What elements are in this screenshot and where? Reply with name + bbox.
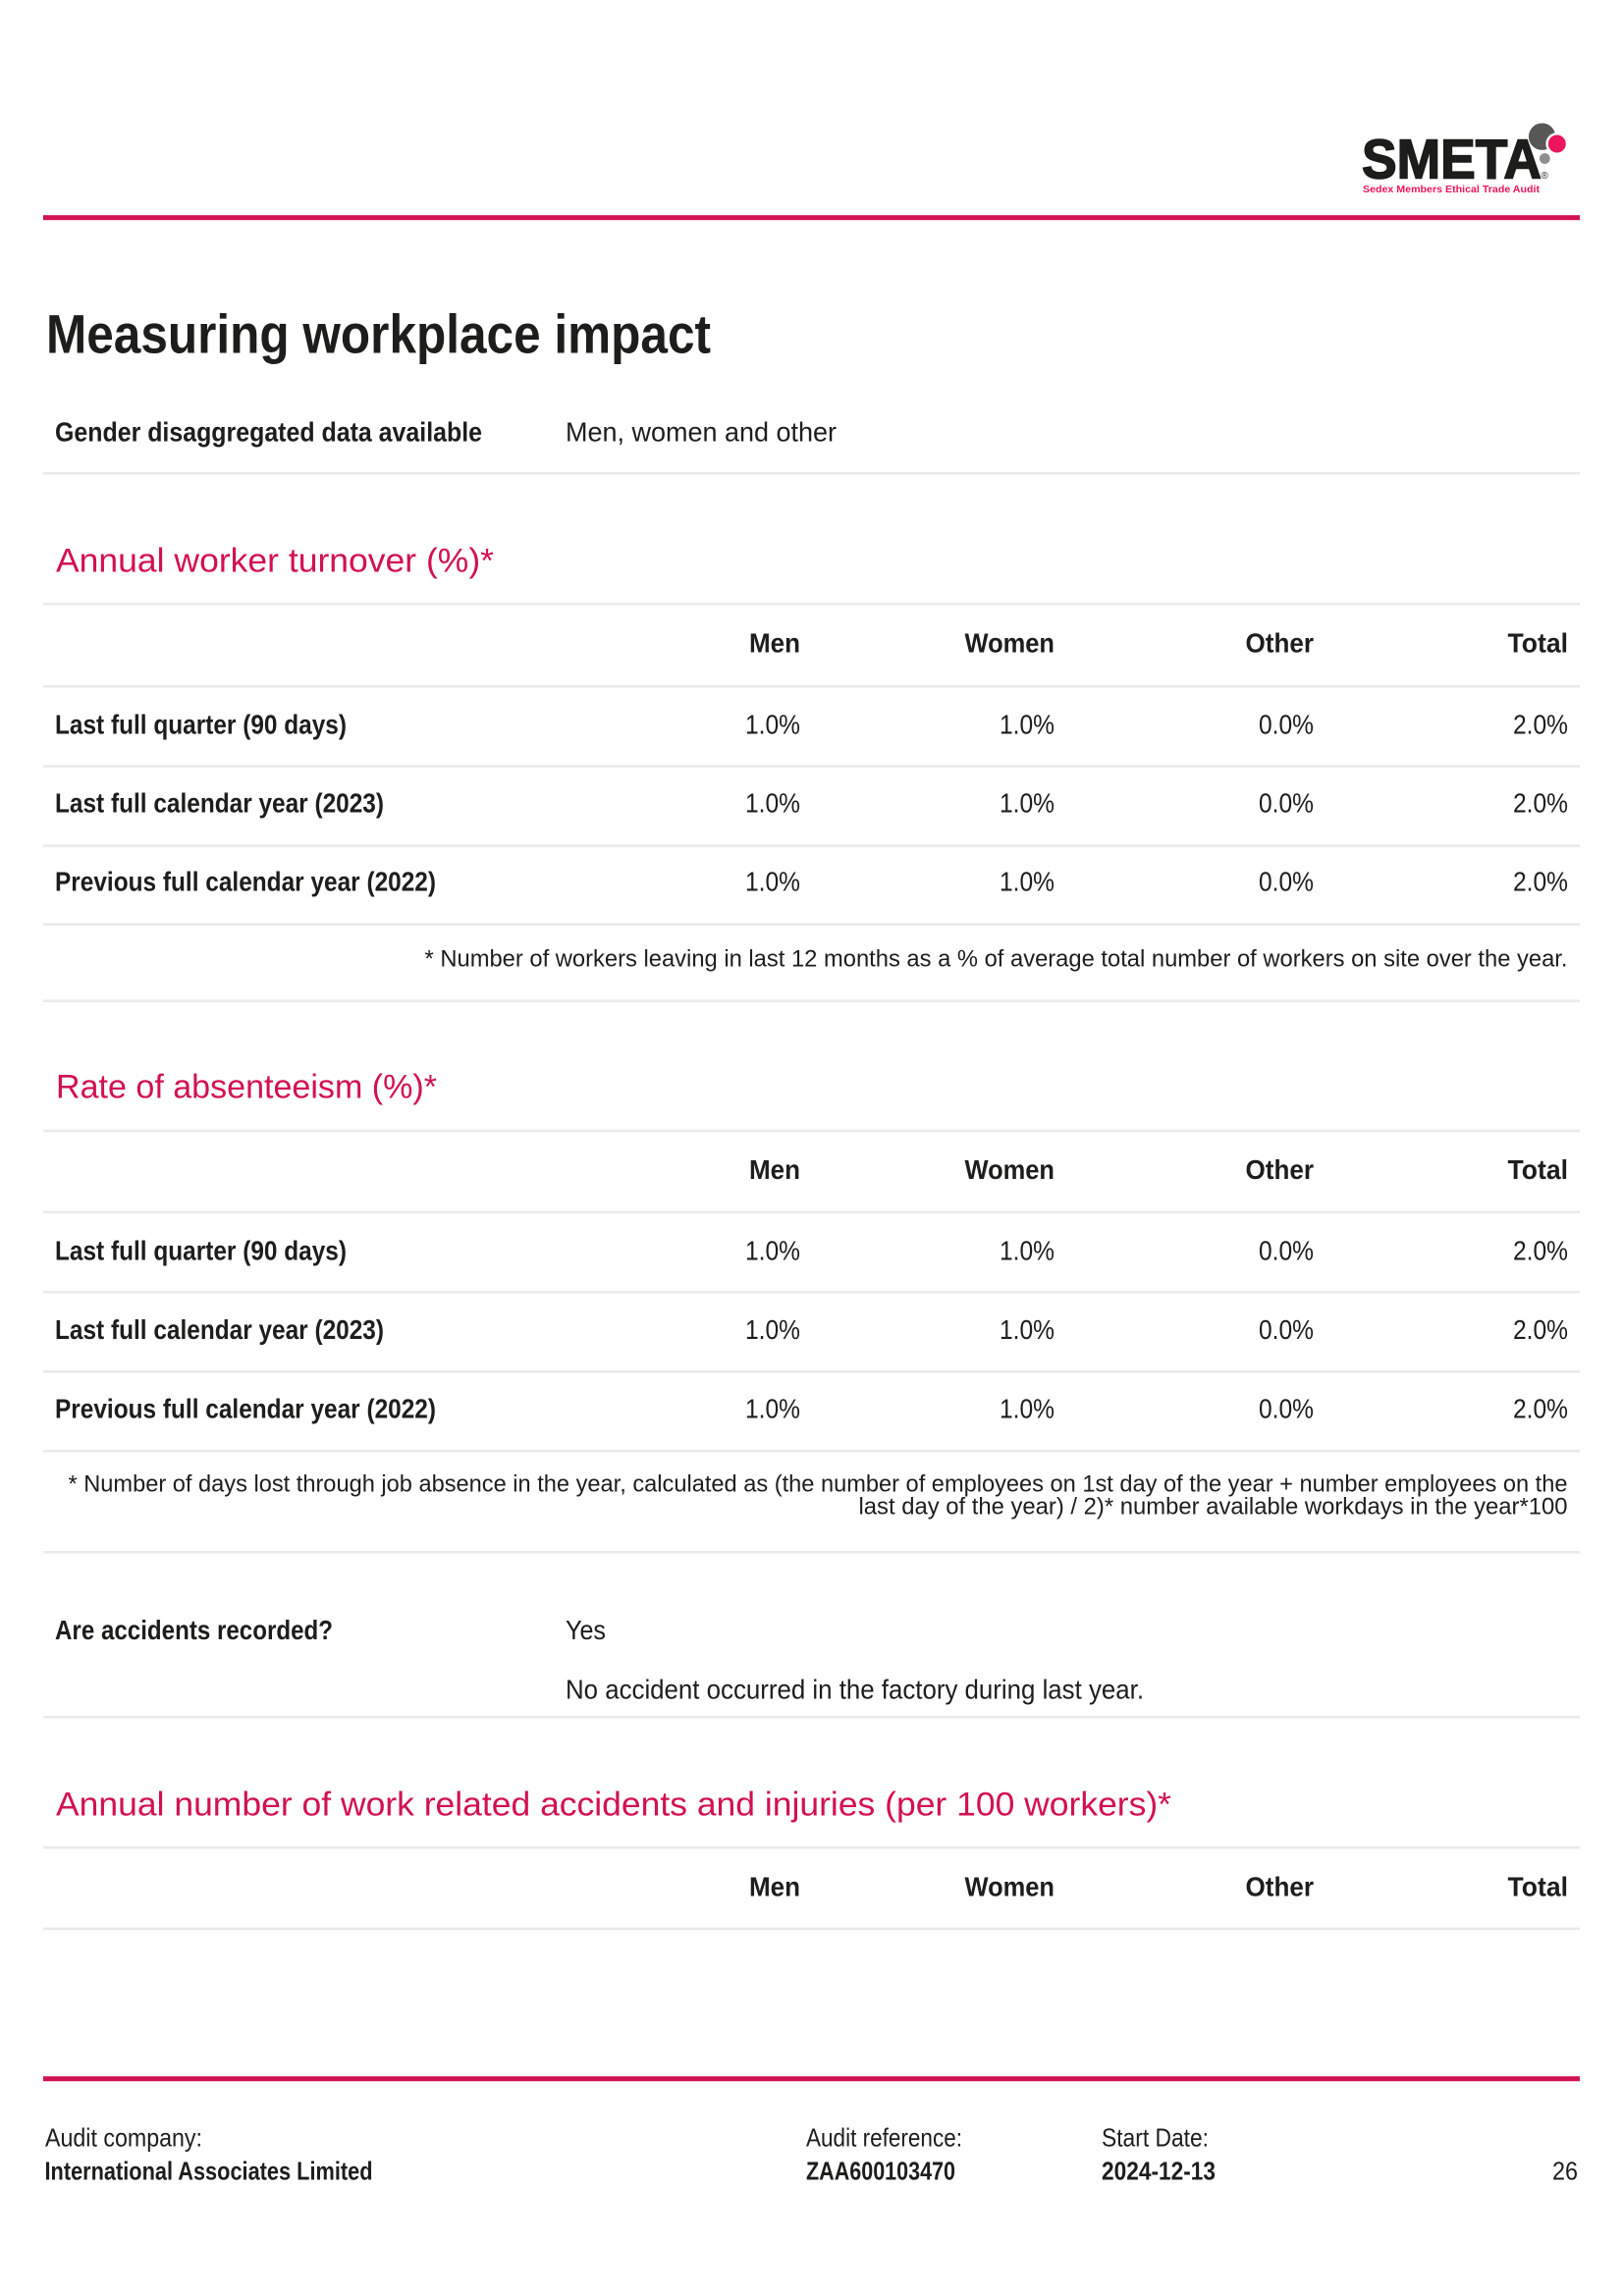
svg-text:2.0%: 2.0% [1513,867,1568,897]
svg-text:2024-12-13: 2024-12-13 [1102,2156,1216,2185]
svg-text:ZAA600103470: ZAA600103470 [806,2156,955,2185]
svg-text:Are accidents recorded?: Are accidents recorded? [55,1615,333,1645]
svg-text:1.0%: 1.0% [1000,709,1055,739]
svg-text:Measuring workplace impact: Measuring workplace impact [46,302,711,364]
svg-text:0.0%: 0.0% [1259,1314,1314,1345]
svg-text:Last full quarter (90 days): Last full quarter (90 days) [55,1235,347,1265]
svg-text:Annual worker turnover (%)*: Annual worker turnover (%)* [56,543,494,580]
svg-text:1.0%: 1.0% [745,1314,800,1345]
svg-text:Other: Other [1246,1871,1315,1901]
svg-text:26: 26 [1552,2156,1578,2185]
svg-text:2.0%: 2.0% [1513,1235,1568,1265]
svg-text:0.0%: 0.0% [1259,709,1314,739]
svg-text:Rate of absenteeism (%)*: Rate of absenteeism (%)* [56,1069,437,1106]
svg-text:No accident occurred in the fa: No accident occurred in the factory duri… [566,1675,1144,1705]
svg-text:Last full calendar year (2023): Last full calendar year (2023) [55,1314,384,1345]
svg-text:Men: Men [749,1871,800,1901]
svg-text:Total: Total [1508,627,1569,658]
svg-text:Annual number of work related: Annual number of work related accidents … [56,1787,1171,1824]
svg-text:Gender disaggregated data avai: Gender disaggregated data available [55,417,482,448]
svg-text:Women: Women [965,1871,1055,1901]
svg-text:1.0%: 1.0% [745,788,800,819]
svg-text:Women: Women [965,627,1055,658]
svg-text:Last full calendar year (2023): Last full calendar year (2023) [55,788,384,819]
svg-text:1.0%: 1.0% [745,1393,800,1423]
svg-text:1.0%: 1.0% [1000,1314,1055,1345]
svg-text:1.0%: 1.0% [1000,1235,1055,1265]
svg-text:0.0%: 0.0% [1259,788,1314,819]
svg-text:last day of the year) / 2)* nu: last day of the year) / 2)* number avail… [859,1493,1568,1520]
svg-text:1.0%: 1.0% [745,867,800,897]
svg-text:Other: Other [1246,1154,1315,1185]
svg-text:Start Date:: Start Date: [1102,2122,1209,2152]
svg-text:2.0%: 2.0% [1513,1314,1568,1345]
svg-text:0.0%: 0.0% [1259,1393,1314,1423]
svg-text:Audit company:: Audit company: [45,2122,202,2152]
svg-text:Other: Other [1246,627,1315,658]
svg-text:Yes: Yes [566,1615,606,1645]
svg-text:Previous full calendar year (2: Previous full calendar year (2022) [55,867,436,897]
svg-text:* Number of workers leaving in: * Number of workers leaving in last 12 m… [425,946,1568,973]
svg-text:1.0%: 1.0% [1000,1393,1055,1423]
svg-text:0.0%: 0.0% [1259,867,1314,897]
svg-text:Previous full calendar year (2: Previous full calendar year (2022) [55,1393,436,1423]
svg-text:Sedex Members Ethical Trade Au: Sedex Members Ethical Trade Audit [1363,185,1541,195]
svg-text:2.0%: 2.0% [1513,1393,1568,1423]
svg-text:2.0%: 2.0% [1513,709,1568,739]
svg-text:1.0%: 1.0% [1000,867,1055,897]
svg-text:Audit reference:: Audit reference: [806,2122,962,2152]
svg-text:* Number of days lost through: * Number of days lost through job absenc… [69,1471,1568,1498]
svg-text:Men, women and other: Men, women and other [566,417,837,448]
svg-text:Total: Total [1508,1154,1569,1185]
svg-text:Total: Total [1508,1871,1569,1901]
svg-text:1.0%: 1.0% [745,1235,800,1265]
svg-text:Women: Women [965,1154,1055,1185]
svg-text:SMETA: SMETA [1362,129,1542,190]
svg-text:2.0%: 2.0% [1513,788,1568,819]
svg-text:1.0%: 1.0% [1000,788,1055,819]
svg-text:0.0%: 0.0% [1259,1235,1314,1265]
svg-text:1.0%: 1.0% [745,709,800,739]
svg-text:International Associates Limit: International Associates Limited [45,2156,373,2185]
svg-text:Men: Men [749,627,800,658]
svg-text:Last full quarter (90 days): Last full quarter (90 days) [55,709,347,739]
svg-text:®: ® [1542,171,1549,182]
svg-text:Men: Men [749,1154,800,1185]
